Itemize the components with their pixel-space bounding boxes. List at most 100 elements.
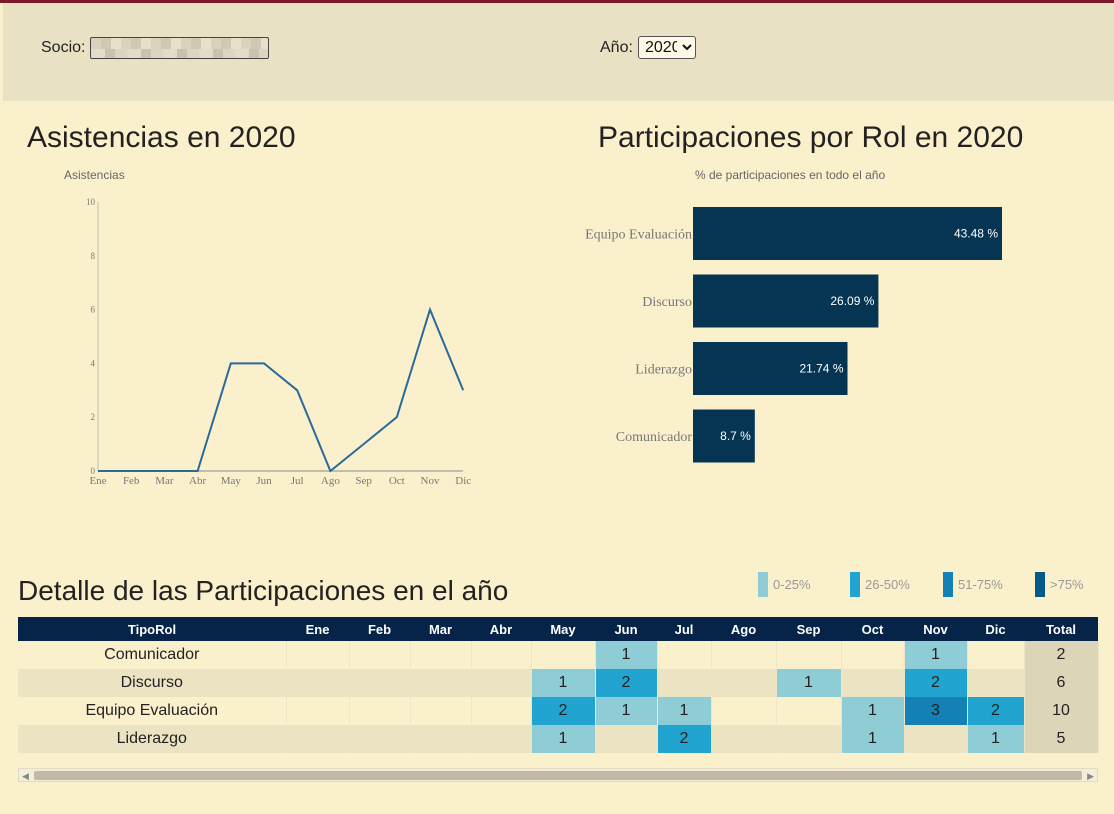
legend-item-51-75: 51-75% bbox=[943, 572, 1003, 597]
filter-bar: Socio: Año: 2020 bbox=[3, 3, 1114, 101]
y-tick-label: 0 bbox=[91, 466, 96, 476]
month-cell: 1 bbox=[657, 697, 712, 725]
bar-category-label: Comunicador bbox=[616, 430, 693, 445]
x-tick-label: May bbox=[221, 475, 242, 487]
bar-value-label: 21.74 % bbox=[799, 362, 843, 376]
legend-swatch bbox=[758, 572, 768, 597]
month-cell bbox=[967, 641, 1025, 669]
total-cell: 6 bbox=[1024, 669, 1099, 697]
bar-chart: Equipo Evaluación 43.48 % Discurso 26.09 % L… bbox=[585, 207, 1002, 463]
column-header: Sep bbox=[776, 617, 841, 641]
bar-chart-xlabel: % de participaciones en todo el año bbox=[695, 168, 886, 182]
bar-category-label: Liderazgo bbox=[635, 363, 692, 378]
month-cell: 2 bbox=[904, 669, 968, 697]
horizontal-scrollbar[interactable]: ◀ ▶ bbox=[18, 768, 1098, 782]
top-accent-line bbox=[0, 0, 1114, 3]
month-cell bbox=[349, 641, 411, 669]
month-cell bbox=[471, 697, 532, 725]
month-cell bbox=[657, 641, 712, 669]
month-cell bbox=[531, 641, 596, 669]
month-cell bbox=[410, 725, 472, 753]
line-chart: 0 2 4 6 8 10 Ene Feb Mar Abr May Jun Jul Ago Sep Oct Nov… bbox=[86, 197, 471, 487]
y-tick-label: 2 bbox=[91, 412, 96, 422]
legend-label: 26-50% bbox=[865, 577, 910, 592]
anio-label: Año: bbox=[600, 39, 633, 56]
scroll-right-icon[interactable]: ▶ bbox=[1087, 771, 1094, 781]
month-cell bbox=[967, 669, 1025, 697]
legend-swatch bbox=[1035, 572, 1045, 597]
column-header: Jun bbox=[595, 617, 657, 641]
month-cell bbox=[286, 697, 350, 725]
scroll-thumb[interactable] bbox=[34, 771, 1082, 780]
anio-select[interactable]: 2020 bbox=[638, 36, 696, 59]
rol-cell: Equipo Evaluación bbox=[18, 697, 287, 725]
month-cell bbox=[349, 669, 411, 697]
column-header: Jul bbox=[657, 617, 711, 641]
table-row: Comunicador 1 1 2 bbox=[18, 641, 1099, 669]
month-cell: 1 bbox=[595, 697, 658, 725]
bar bbox=[693, 342, 848, 395]
month-cell bbox=[410, 641, 472, 669]
legend-item-0-25: 0-25% bbox=[758, 572, 811, 597]
table-header-row: TipoRol Ene Feb Mar Abr May Jun Jul Ago Sep Oct Nov… bbox=[18, 617, 1098, 641]
total-cell: 10 bbox=[1024, 697, 1099, 725]
column-header: Mar bbox=[410, 617, 471, 641]
column-header: Abr bbox=[471, 617, 531, 641]
table-title: Detalle de las Participaciones en el año bbox=[18, 575, 509, 606]
month-cell bbox=[711, 697, 777, 725]
line-chart-ylabel: Asistencias bbox=[64, 168, 125, 182]
socio-select[interactable] bbox=[90, 37, 269, 59]
month-cell: 1 bbox=[841, 725, 905, 753]
bar-value-label: 8.7 % bbox=[720, 429, 751, 443]
month-cell: 1 bbox=[967, 725, 1025, 753]
rol-cell: Comunicador bbox=[18, 641, 287, 669]
x-tick-label: Feb bbox=[123, 475, 140, 487]
column-header: May bbox=[531, 617, 595, 641]
bar-category-label: Discurso bbox=[642, 295, 692, 310]
x-tick-label: Oct bbox=[389, 475, 405, 487]
x-tick-label: Dic bbox=[455, 475, 471, 487]
y-tick-label: 10 bbox=[86, 197, 96, 207]
scroll-left-icon[interactable]: ◀ bbox=[22, 771, 29, 781]
month-cell bbox=[841, 669, 905, 697]
x-tick-label: Jun bbox=[256, 475, 272, 487]
y-tick-label: 8 bbox=[91, 251, 96, 261]
month-cell bbox=[711, 669, 777, 697]
total-cell: 2 bbox=[1024, 641, 1099, 669]
month-cell bbox=[841, 641, 905, 669]
month-cell bbox=[776, 725, 842, 753]
month-cell bbox=[711, 725, 777, 753]
month-cell bbox=[286, 669, 350, 697]
column-header: Ago bbox=[711, 617, 776, 641]
legend-label: 0-25% bbox=[773, 577, 811, 592]
month-cell: 1 bbox=[776, 669, 842, 697]
x-tick-label: Ago bbox=[321, 475, 340, 487]
month-cell: 2 bbox=[657, 725, 712, 753]
month-cell bbox=[595, 725, 658, 753]
column-header: Total bbox=[1024, 617, 1098, 641]
month-cell bbox=[471, 641, 532, 669]
column-header: Nov bbox=[904, 617, 967, 641]
month-cell bbox=[471, 669, 532, 697]
month-cell: 1 bbox=[531, 669, 596, 697]
month-cell: 3 bbox=[904, 697, 968, 725]
table-row: Discurso 1 2 1 2 6 bbox=[18, 669, 1099, 697]
legend-item-26-50: 26-50% bbox=[850, 572, 910, 597]
bar-value-label: 43.48 % bbox=[954, 227, 998, 241]
column-header: Dic bbox=[967, 617, 1024, 641]
month-cell bbox=[657, 669, 712, 697]
asistencias-line bbox=[98, 306, 465, 473]
participaciones-table: TipoRol Ene Feb Mar Abr May Jun Jul Ago Sep Oct Nov… bbox=[18, 617, 1099, 753]
bar bbox=[693, 274, 879, 328]
participaciones-table-wrap: TipoRol Ene Feb Mar Abr May Jun Jul Ago Sep Oct Nov… bbox=[18, 617, 1099, 753]
bar bbox=[693, 207, 1002, 260]
legend-label: >75% bbox=[1050, 577, 1084, 592]
table-row: Liderazgo 1 2 1 1 5 bbox=[18, 725, 1099, 753]
month-cell: 2 bbox=[531, 697, 596, 725]
y-tick-label: 4 bbox=[91, 358, 96, 368]
month-cell: 1 bbox=[595, 641, 658, 669]
rol-cell: Liderazgo bbox=[18, 725, 287, 753]
month-cell bbox=[904, 725, 968, 753]
rol-cell: Discurso bbox=[18, 669, 287, 697]
month-cell bbox=[410, 697, 472, 725]
